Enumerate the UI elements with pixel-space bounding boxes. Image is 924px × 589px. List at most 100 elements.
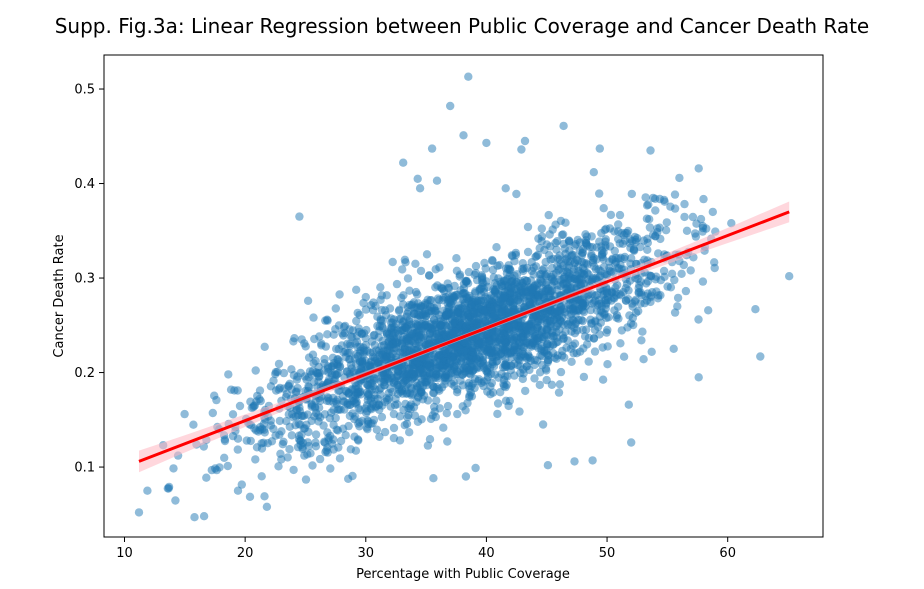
data-point (303, 296, 313, 305)
data-point (572, 349, 581, 358)
data-point (554, 388, 564, 397)
data-point (537, 290, 547, 299)
data-point (345, 340, 354, 349)
data-point (285, 379, 294, 388)
data-point (439, 423, 448, 432)
data-point (372, 425, 382, 434)
data-point (320, 437, 329, 446)
data-point (670, 308, 680, 317)
data-point (570, 329, 580, 338)
data-point (429, 388, 438, 398)
data-point (544, 210, 553, 220)
data-point (651, 206, 660, 215)
data-point (561, 218, 570, 227)
data-point (464, 72, 473, 81)
data-point (230, 386, 239, 395)
data-point (224, 370, 233, 379)
data-point (475, 363, 484, 372)
data-point (423, 295, 432, 304)
data-point (336, 405, 345, 414)
data-point (389, 423, 399, 433)
data-point (315, 372, 324, 381)
data-point (381, 353, 391, 362)
x-tick-label: 40 (478, 546, 495, 561)
data-point (228, 410, 238, 419)
data-point (589, 253, 598, 263)
data-point (699, 194, 708, 204)
data-point (431, 318, 441, 328)
data-point (269, 376, 278, 385)
data-point (641, 193, 650, 202)
data-point (329, 445, 338, 454)
data-point (398, 265, 407, 274)
data-point (471, 287, 480, 296)
data-point (529, 270, 538, 279)
data-point (646, 146, 655, 155)
x-tick-label: 60 (719, 546, 736, 561)
data-point (352, 285, 361, 294)
data-point (346, 332, 356, 341)
data-point (411, 287, 421, 297)
data-point (341, 431, 350, 440)
data-point (384, 374, 393, 383)
data-point (308, 350, 318, 359)
data-point (275, 416, 284, 426)
data-point (605, 257, 614, 266)
data-point (380, 427, 390, 437)
data-point (335, 290, 344, 299)
data-point (417, 374, 426, 384)
data-point (353, 308, 362, 318)
data-point (351, 446, 361, 455)
data-point (335, 454, 345, 463)
data-point (580, 332, 590, 341)
data-point (450, 330, 460, 339)
data-point (326, 464, 335, 473)
data-point (347, 364, 356, 373)
data-point (530, 374, 539, 383)
data-point (527, 258, 536, 267)
data-point (405, 428, 414, 437)
data-point (304, 427, 313, 437)
data-point (533, 333, 542, 343)
data-point (429, 382, 438, 391)
data-point (297, 335, 306, 344)
data-point (574, 316, 583, 325)
data-point (692, 219, 701, 228)
data-point (202, 473, 211, 482)
data-point (164, 482, 174, 492)
data-point (510, 348, 519, 357)
data-point (653, 224, 662, 233)
data-point (538, 420, 548, 429)
data-point (143, 486, 152, 495)
data-point (570, 241, 579, 250)
data-point (275, 430, 284, 439)
data-point (494, 373, 503, 382)
data-point (351, 384, 360, 394)
data-point (673, 302, 682, 311)
data-point (376, 315, 385, 324)
data-point (431, 373, 440, 382)
data-point (210, 391, 219, 400)
data-point (607, 287, 616, 296)
data-point (686, 266, 695, 275)
data-point (570, 457, 579, 466)
data-point (338, 424, 348, 433)
regression-line (138, 210, 790, 463)
data-point (415, 311, 424, 320)
data-point (399, 158, 408, 167)
data-point (589, 168, 598, 177)
data-point (467, 381, 476, 391)
data-point (320, 359, 329, 368)
data-point (404, 320, 413, 329)
data-point (546, 242, 555, 251)
data-point (306, 449, 315, 458)
data-point (414, 393, 423, 402)
data-point (258, 424, 267, 434)
data-point (223, 461, 232, 471)
data-point (597, 302, 606, 311)
chart-title: Supp. Fig.3a: Linear Regression between … (54, 14, 870, 38)
data-point (570, 258, 579, 267)
data-point (613, 302, 623, 311)
data-point (233, 486, 243, 495)
data-point (298, 412, 307, 421)
